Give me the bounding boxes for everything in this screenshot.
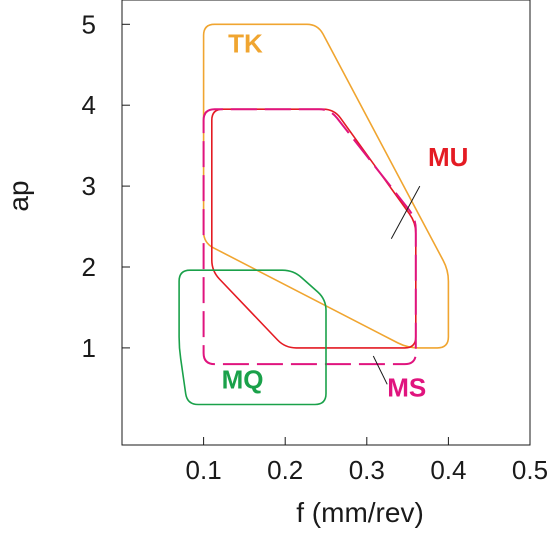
region-ms (202, 108, 417, 366)
x-axis-ticks: 0.1 0.2 0.3 0.4 0.5 (186, 437, 548, 485)
x-tick-label: 0.1 (186, 455, 222, 485)
region-label-tk: TK (228, 29, 263, 59)
label-layer: TK MU MS MQ (222, 29, 469, 403)
y-tick-label: 2 (82, 252, 96, 282)
region-mu (211, 108, 417, 349)
y-axis-ticks: 1 2 3 4 5 (82, 9, 130, 363)
region-tk (202, 23, 450, 349)
y-tick-label: 1 (82, 333, 96, 363)
x-tick-label: 0.4 (430, 455, 466, 485)
leader-line-ms (372, 355, 388, 385)
y-tick-label: 3 (82, 171, 96, 201)
x-axis-title: f (mm/rev) (296, 497, 424, 528)
region-mq (178, 269, 327, 406)
x-tick-label: 0.2 (267, 455, 303, 485)
region-label-mq: MQ (222, 364, 264, 394)
y-tick-label: 4 (82, 90, 96, 120)
region-layer (178, 23, 450, 406)
leader-line-mu (390, 185, 421, 239)
y-axis-title: ap (3, 180, 34, 211)
region-label-mu: MU (428, 142, 468, 172)
plot-frame (121, 0, 531, 446)
region-label-ms: MS (387, 373, 426, 403)
x-tick-label: 0.3 (349, 455, 385, 485)
x-tick-label: 0.5 (512, 455, 548, 485)
y-tick-label: 5 (82, 9, 96, 39)
leader-layer (372, 185, 421, 385)
